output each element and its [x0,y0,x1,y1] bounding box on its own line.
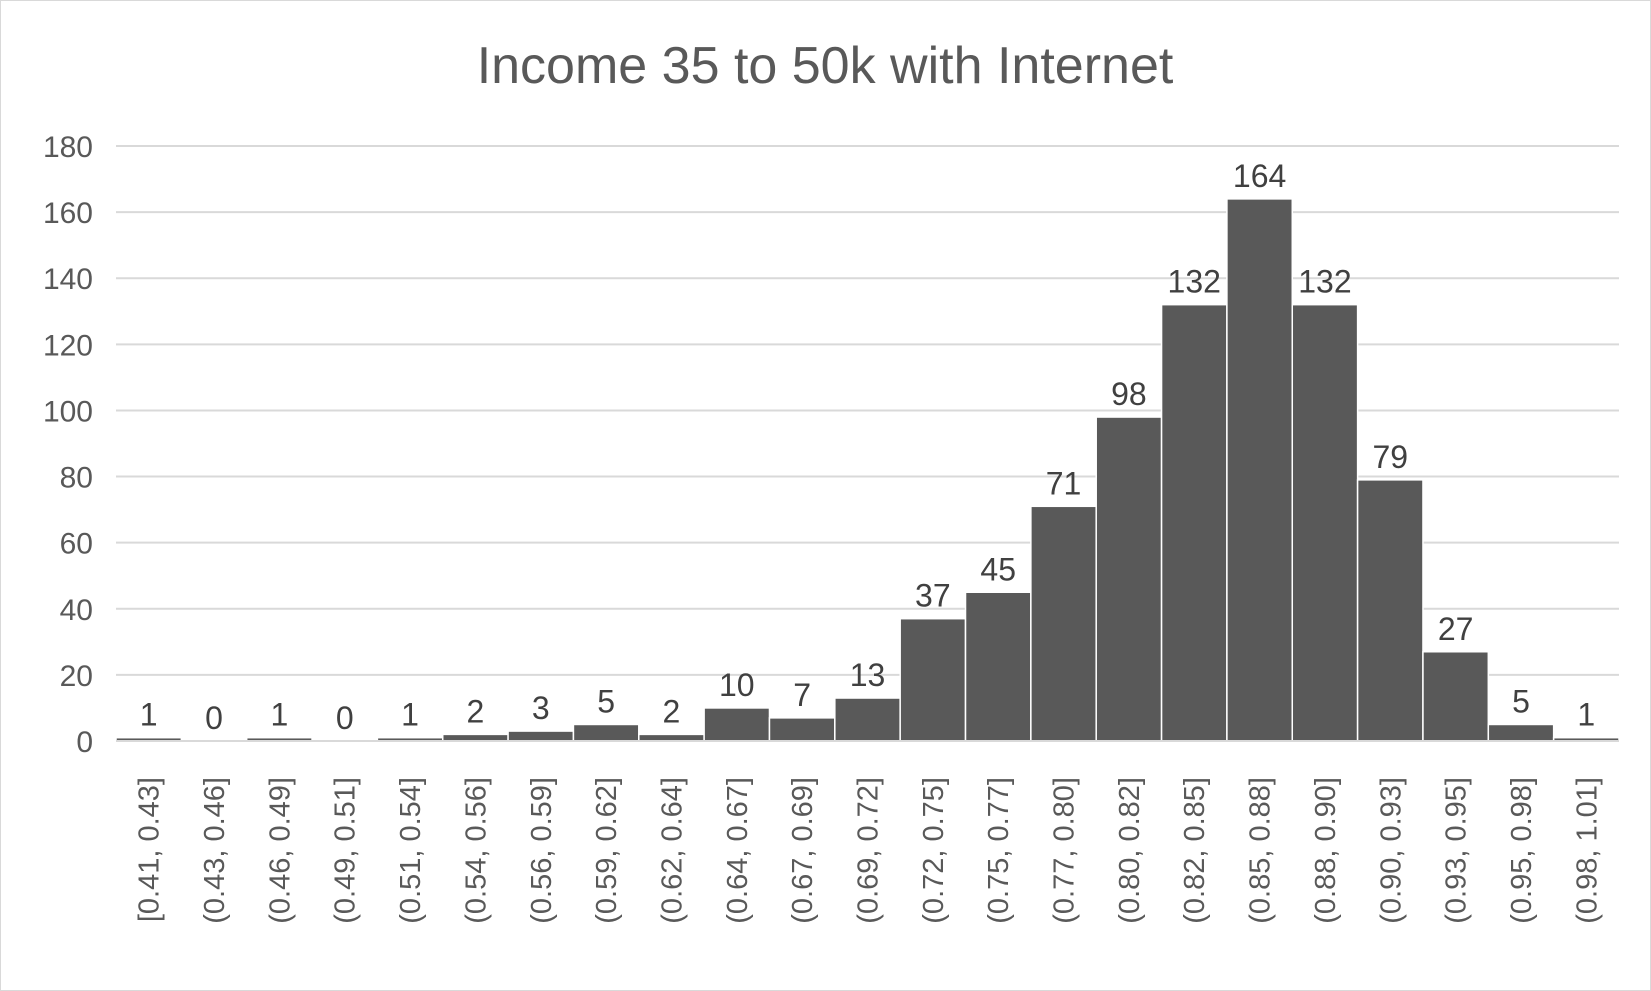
x-tick-label: (0.46, 0.49] [264,777,296,924]
bar [507,730,575,742]
y-tick-label: 20 [60,660,93,693]
bar [964,591,1032,742]
data-label: 7 [793,677,811,713]
data-label: 13 [850,657,886,693]
y-tick-label: 160 [43,197,93,230]
x-axis: [0.41, 0.43] (0.43, 0.46] (0.46, 0.49] (0.4… [116,740,1619,924]
y-tick-label: 60 [60,528,93,561]
bar [899,617,967,742]
x-tick-label: (0.72, 0.75] [918,777,950,924]
x-tick-label: (0.90, 0.93] [1375,777,1407,924]
chart-title: Income 35 to 50k with Internet [477,37,1174,95]
data-label: 98 [1111,376,1147,412]
data-label: 0 [336,700,354,736]
y-tick-label: 80 [60,462,93,495]
data-label: 5 [597,683,615,719]
bar [1356,479,1424,742]
x-tick-label: (0.85, 0.88] [1245,777,1277,924]
bar [1030,505,1097,742]
y-tick-label: 180 [43,131,93,164]
data-label: 5 [1512,683,1530,719]
x-tick-label: (0.54, 0.56] [460,777,492,924]
x-tick-label: (0.93, 0.95] [1441,777,1473,924]
x-tick-label: (0.43, 0.46] [199,777,231,924]
y-tick-label: 40 [60,594,93,627]
data-label: 3 [532,690,550,726]
x-tick-label: (0.56, 0.59] [526,777,558,924]
x-tick-label: (0.59, 0.62] [591,777,623,924]
data-label: 2 [467,693,485,729]
data-label: 27 [1438,611,1474,647]
x-tick-label: (0.49, 0.51] [330,777,362,924]
data-label: 79 [1372,439,1408,475]
data-label: 71 [1046,465,1082,501]
y-axis: 0 20 40 60 80 100 120 140 160 180 [43,131,93,759]
bar [1422,651,1490,742]
data-label: 1 [140,697,158,733]
data-label: 0 [205,700,223,736]
data-label: 132 [1298,264,1351,300]
data-label: 37 [915,578,951,614]
bar [1291,303,1359,742]
bar [703,707,771,742]
gridlines [116,145,1619,742]
data-label: 1 [270,697,288,733]
x-tick-label: (0.51, 0.54] [395,777,427,924]
data-label: 1 [401,697,419,733]
bar [834,697,901,742]
y-tick-label: 120 [43,329,93,362]
x-tick-label: (0.64, 0.67] [722,777,754,924]
y-tick-label: 0 [76,726,93,759]
x-tick-label: (0.88, 0.90] [1310,777,1342,924]
x-tick-label: (0.98, 1.01] [1571,777,1603,924]
x-tick-label: (0.62, 0.64] [656,777,688,924]
bar [1095,416,1163,742]
x-tick-label: (0.77, 0.80] [1049,777,1081,924]
x-tick-label: (0.95, 0.98] [1506,777,1538,924]
x-tick-label: (0.69, 0.72] [853,777,885,924]
data-label: 45 [980,551,1016,587]
y-tick-label: 140 [43,263,93,296]
x-tick-label: [0.41, 0.43] [134,777,166,922]
bar [768,717,836,742]
data-label: 10 [719,667,755,703]
data-label: 1 [1577,697,1595,733]
x-tick-label: (0.82, 0.85] [1179,777,1211,924]
bar [1226,198,1294,742]
x-tick-label: (0.75, 0.77] [983,777,1015,924]
x-tick-label: (0.80, 0.82] [1114,777,1146,924]
bar [1160,303,1228,742]
data-label: 132 [1168,264,1221,300]
x-tick-label: (0.67, 0.69] [787,777,819,924]
bar [1487,723,1555,742]
y-tick-label: 100 [43,395,93,428]
data-label: 2 [663,693,681,729]
bar [572,723,640,742]
data-label: 164 [1233,158,1286,194]
